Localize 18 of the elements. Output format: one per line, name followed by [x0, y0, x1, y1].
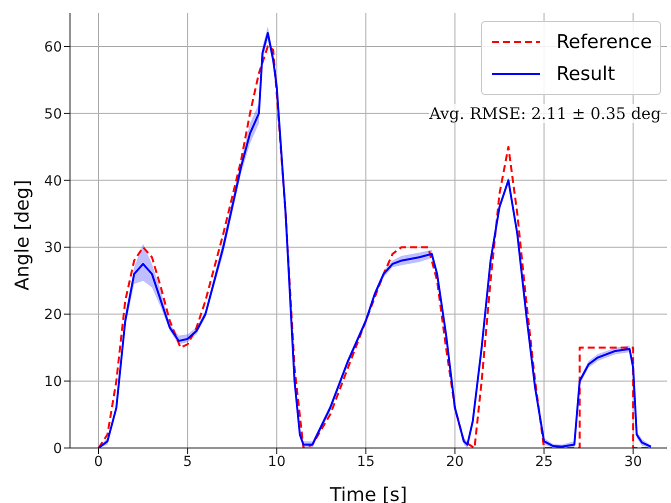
legend-label: Reference — [556, 31, 652, 53]
y-tick-label: 30 — [44, 240, 62, 256]
y-tick-label: 60 — [44, 39, 62, 56]
y-tick-label: 50 — [44, 106, 62, 122]
x-tick-label: 20 — [446, 454, 464, 470]
x-tick-label: 10 — [268, 454, 286, 470]
x-tick-label: 5 — [183, 454, 192, 470]
legend-label: Result — [556, 63, 616, 85]
x-tick-label: 15 — [356, 454, 375, 470]
y-tick-label: 10 — [44, 374, 62, 390]
x-tick-label: 25 — [535, 454, 553, 470]
y-tick-label: 40 — [44, 173, 62, 190]
x-tick-label: 30 — [624, 454, 642, 470]
y-axis-title: Angle [deg] — [12, 180, 34, 290]
annotation: Avg. RMSE: 2.11 ± 0.35 deg — [429, 104, 661, 123]
y-tick-label: 20 — [44, 307, 62, 324]
x-tick-label: 0 — [94, 454, 103, 470]
y-tick-label: 0 — [53, 440, 62, 457]
